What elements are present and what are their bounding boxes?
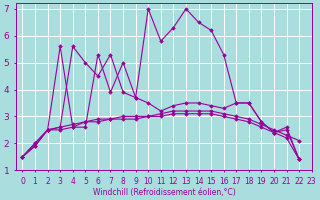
X-axis label: Windchill (Refroidissement éolien,°C): Windchill (Refroidissement éolien,°C) bbox=[92, 188, 235, 197]
